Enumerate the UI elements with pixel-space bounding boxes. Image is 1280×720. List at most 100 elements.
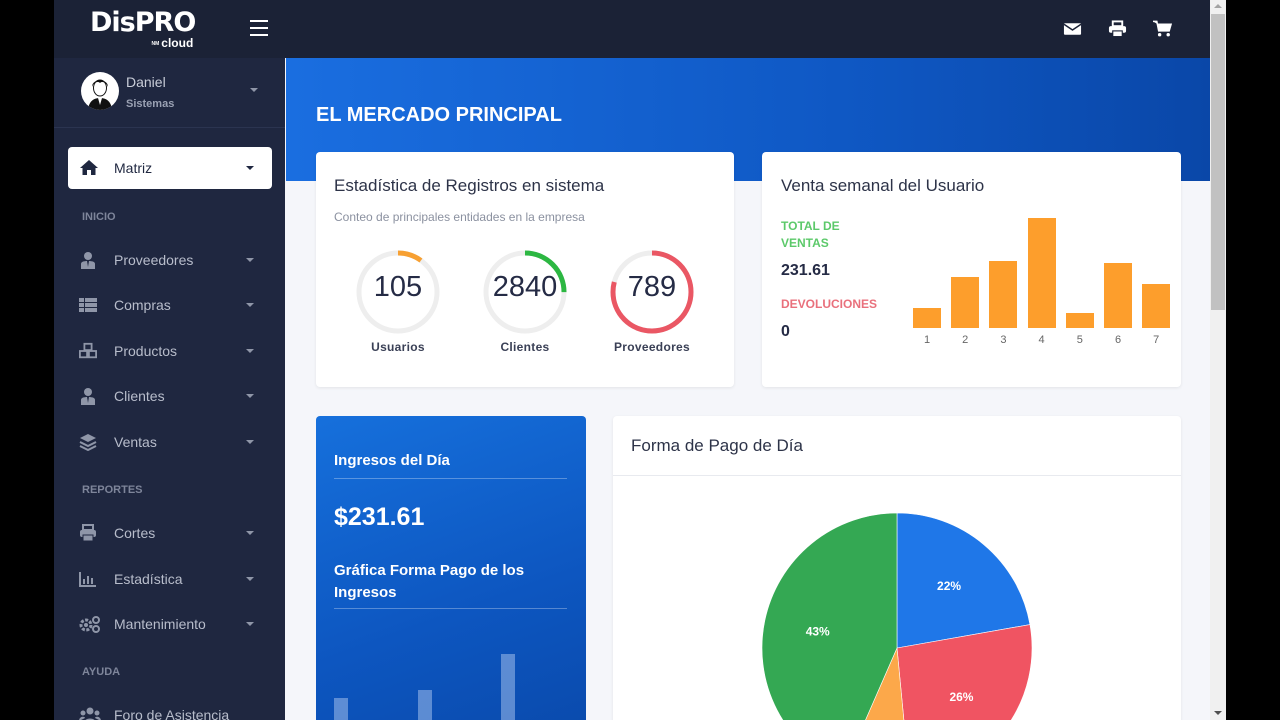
chevron-down-icon bbox=[246, 258, 254, 262]
donut-value: 105 bbox=[373, 271, 423, 303]
weekly-x-label: 1 bbox=[923, 334, 931, 346]
brand-sub-small: NM bbox=[151, 40, 160, 47]
total-ventas-label-line1: TOTAL DE bbox=[781, 219, 840, 233]
sidebar-item-foro[interactable]: Foro de Asistencia bbox=[54, 697, 285, 720]
user-avatar-icon bbox=[88, 79, 112, 110]
brand-name: DisPRO bbox=[90, 7, 196, 38]
chevron-down-icon bbox=[246, 166, 254, 170]
chevron-down-icon bbox=[246, 577, 254, 581]
ingresos-bar-1 bbox=[334, 698, 348, 720]
avatar bbox=[81, 72, 119, 110]
total-ventas-label-line2: VENTAS bbox=[781, 236, 829, 250]
total-ventas-label: TOTAL DE VENTAS bbox=[781, 218, 840, 252]
section-title-ayuda: AYUDA bbox=[82, 666, 121, 678]
donut-value: 789 bbox=[627, 271, 677, 303]
ingresos-bar-3 bbox=[501, 654, 515, 720]
donut-clientes-ring bbox=[483, 250, 567, 334]
sidebar-item-label: Mantenimiento bbox=[114, 616, 206, 632]
scroll-down-arrow-icon[interactable] bbox=[1214, 711, 1222, 715]
scroll-thumb[interactable] bbox=[1211, 14, 1225, 310]
home-icon bbox=[80, 160, 98, 175]
devoluciones-value: 0 bbox=[781, 323, 790, 340]
ingresos-bar-2 bbox=[418, 690, 432, 720]
forma-pago-header: Forma de Pago de Día bbox=[613, 416, 1181, 476]
chevron-down-icon bbox=[246, 440, 254, 444]
top-bar: DisPRO NM cloud bbox=[54, 0, 1210, 58]
donut-label: Proveedores bbox=[613, 340, 690, 354]
pie-slice-label: 26% bbox=[949, 690, 973, 704]
weekly-bar bbox=[1104, 263, 1132, 328]
user-tie-icon bbox=[81, 252, 95, 269]
weekly-bar bbox=[989, 260, 1018, 328]
donut-label: Usuarios bbox=[371, 340, 425, 354]
pie-slice[interactable] bbox=[843, 646, 910, 720]
main-content: EL MERCADO PRINCIPAL Estadística de Regi… bbox=[286, 58, 1210, 720]
chevron-down-icon[interactable] bbox=[250, 88, 258, 92]
weekly-bar bbox=[1142, 284, 1171, 328]
sidebar-item-label: Productos bbox=[114, 343, 178, 359]
sidebar-item-estadistica[interactable]: Estadística bbox=[54, 561, 285, 597]
weekly-bar bbox=[1065, 312, 1094, 328]
brand-logo[interactable]: DisPRO NM cloud bbox=[90, 7, 196, 51]
sidebar-item-label: Foro de Asistencia bbox=[114, 707, 230, 720]
sidebar-item-label: Estadística bbox=[114, 571, 183, 587]
sidebar-item-cortes[interactable]: Cortes bbox=[54, 515, 285, 551]
registros-subtitle: Conteo de principales entidades en la em… bbox=[334, 210, 585, 224]
pie-slice[interactable] bbox=[761, 512, 898, 720]
ingresos-card: Ingresos del Día $231.61 Gráfica Forma P… bbox=[316, 416, 586, 720]
cart-icon[interactable] bbox=[1153, 20, 1172, 38]
user-panel[interactable]: Daniel Sistemas bbox=[54, 58, 285, 128]
print-icon[interactable] bbox=[1108, 20, 1127, 38]
sidebar: Daniel Sistemas Matriz INICIO Proveedore… bbox=[54, 58, 285, 720]
pie-slice[interactable] bbox=[896, 512, 1031, 649]
app-window: DisPRO NM cloud Daniel Sistemas bbox=[54, 0, 1226, 720]
sidebar-item-ventas[interactable]: Ventas bbox=[54, 424, 285, 460]
weekly-bar bbox=[1027, 218, 1056, 328]
envelope-icon[interactable] bbox=[1063, 20, 1082, 38]
ingresos-title: Ingresos del Día bbox=[334, 452, 450, 469]
weekly-x-label: 6 bbox=[1114, 334, 1122, 346]
page-title: EL MERCADO PRINCIPAL bbox=[316, 104, 562, 126]
sidebar-item-productos[interactable]: Productos bbox=[54, 333, 285, 369]
donut-proveedores: 789 Proveedores bbox=[607, 247, 697, 357]
donut-usuarios: 105 Usuarios bbox=[353, 247, 443, 357]
scroll-up-arrow-icon[interactable] bbox=[1214, 4, 1222, 8]
forma-pago-title: Forma de Pago de Día bbox=[631, 436, 803, 455]
weekly-bar-chart bbox=[913, 218, 1173, 328]
donut-usuarios-ring bbox=[356, 250, 440, 334]
donut-clientes: 2840 Clientes bbox=[480, 247, 570, 357]
user-role: Sistemas bbox=[126, 98, 175, 110]
chevron-down-icon bbox=[246, 622, 254, 626]
users-icon bbox=[79, 707, 101, 720]
pie-slice-label: 43% bbox=[806, 624, 830, 638]
boxes-icon bbox=[79, 342, 97, 359]
donut-proveedores-ring bbox=[610, 250, 694, 334]
sidebar-item-clientes[interactable]: Clientes bbox=[54, 378, 285, 414]
page-scrollbar[interactable] bbox=[1210, 0, 1226, 720]
registros-card: Estadística de Registros en sistema Cont… bbox=[316, 152, 734, 387]
sidebar-item-compras[interactable]: Compras bbox=[54, 287, 285, 323]
top-actions bbox=[1063, 20, 1172, 38]
list-icon bbox=[79, 298, 97, 312]
registros-title: Estadística de Registros en sistema bbox=[334, 176, 605, 195]
venta-semanal-title: Venta semanal del Usuario bbox=[781, 176, 985, 195]
ingresos-chart-title-line1: Gráfica Forma Pago de los bbox=[334, 562, 525, 579]
weekly-bar bbox=[951, 277, 980, 328]
divider bbox=[334, 608, 567, 609]
donut-value: 2840 bbox=[492, 271, 558, 303]
venta-semanal-card: Venta semanal del Usuario TOTAL DE VENTA… bbox=[762, 152, 1181, 387]
ingresos-chart-title: Gráfica Forma Pago de los Ingresos bbox=[334, 560, 524, 604]
sidebar-item-mantenimiento[interactable]: Mantenimiento bbox=[54, 606, 285, 642]
sidebar-item-label: Proveedores bbox=[114, 252, 194, 268]
sidebar-item-matriz[interactable]: Matriz bbox=[68, 147, 272, 189]
ingresos-chart-title-line2: Ingresos bbox=[334, 584, 397, 601]
chevron-down-icon bbox=[246, 349, 254, 353]
weekly-x-label: 4 bbox=[1038, 334, 1045, 346]
gears-icon bbox=[79, 616, 100, 633]
section-title-reportes: REPORTES bbox=[82, 484, 143, 496]
weekly-x-label: 3 bbox=[1000, 334, 1007, 346]
sidebar-item-proveedores[interactable]: Proveedores bbox=[54, 242, 285, 278]
menu-toggle-icon[interactable] bbox=[250, 20, 268, 36]
pie-slice[interactable] bbox=[896, 624, 1033, 720]
ingresos-amount: $231.61 bbox=[334, 503, 425, 531]
